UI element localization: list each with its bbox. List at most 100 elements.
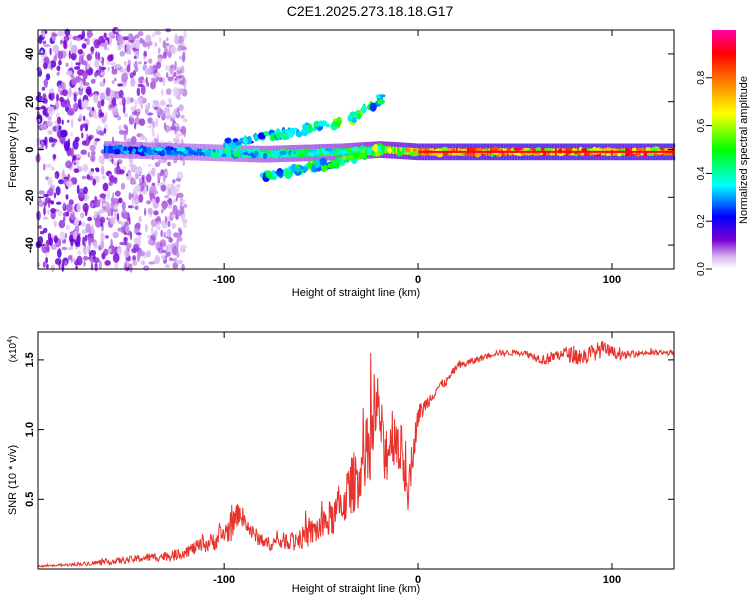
spectrogram-noise-blob	[89, 202, 95, 209]
spectrogram-noise-blob	[112, 177, 118, 184]
spectrogram-noise-blob	[110, 208, 114, 217]
spectrogram-noise-blob	[176, 131, 179, 139]
spectrogram-noise-blob	[106, 47, 110, 52]
spectrogram-band-blob	[506, 148, 511, 152]
spectrogram-band-core	[135, 146, 137, 154]
spectrogram-noise-blob	[110, 61, 117, 67]
spectrogram-noise-blob	[75, 241, 81, 248]
spectrogram-noise-blob	[144, 104, 151, 108]
spectrogram-band-blob	[304, 148, 309, 153]
spectrogram-noise-blob	[95, 51, 98, 60]
spectrogram-noise-blob	[60, 82, 65, 90]
spectrogram-noise-blob	[47, 115, 52, 121]
spectrogram-noise-blob	[76, 184, 80, 195]
spectrogram-noise-blob	[134, 34, 140, 39]
spectrogram-noise-blob	[104, 260, 111, 266]
spectrogram-noise-blob	[72, 230, 78, 240]
spectrogram-noise-blob	[121, 72, 128, 83]
spectrogram-noise-blob	[129, 158, 134, 166]
spectrogram-band-core	[220, 149, 223, 157]
spectrogram-noise-blob	[73, 93, 77, 103]
spectrogram-noise-blob	[176, 239, 179, 248]
spectrogram-noise-blob	[181, 53, 186, 63]
spectrogram-band-blob	[475, 151, 481, 158]
spectrogram-noise-blob	[57, 210, 63, 217]
spectrogram-noise-blob	[53, 220, 57, 228]
spectrogram-noise-blob	[103, 248, 109, 256]
spectrogram-noise-blob	[138, 215, 142, 223]
spectrogram-band-core	[164, 147, 167, 155]
colorbar-tick-label: 0.0	[696, 262, 707, 276]
spectrogram-noise-blob	[136, 113, 139, 118]
spectrogram-band-core	[397, 147, 400, 155]
spectrogram-noise-blob	[72, 140, 79, 150]
spectrogram-noise-blob	[160, 229, 163, 238]
spectrogram-noise-blob	[81, 60, 88, 66]
spectrogram-noise-blob	[138, 76, 144, 84]
spectrogram-noise-blob	[137, 61, 142, 65]
spectrogram-noise-blob	[142, 41, 148, 48]
spectrogram-noise-blob	[107, 54, 113, 62]
spectrogram-noise-blob	[43, 227, 48, 233]
spectrogram-noise-blob	[46, 120, 53, 127]
spectrogram-noise-blob	[114, 262, 119, 270]
spectrogram-noise-blob	[165, 112, 169, 116]
spectrogram-branch-blob	[280, 132, 288, 140]
spectrogram-noise-blob	[176, 66, 181, 71]
spectrogram-band-core	[411, 147, 414, 156]
spectrogram-noise-blob	[81, 222, 86, 227]
spectrogram-noise-blob	[43, 193, 49, 198]
spectrogram-noise-blob	[89, 249, 97, 256]
spectrogram-noise-blob	[97, 100, 102, 109]
spectrogram-noise-blob	[68, 255, 72, 261]
spectrogram-noise-blob	[175, 209, 183, 217]
spectrogram-band-blob	[323, 151, 330, 155]
spectrogram-branch-blob	[294, 167, 302, 172]
spectrogram-noise-blob	[164, 65, 171, 71]
spectrogram-noise-blob	[163, 205, 166, 211]
spectrogram-branch-blob	[308, 123, 312, 132]
spectrogram-noise-blob	[117, 45, 122, 51]
spectrogram-noise-blob	[69, 40, 73, 51]
spectrogram-band-blob	[138, 149, 143, 152]
spectrogram-band-blob	[631, 147, 637, 154]
spectrogram-noise-blob	[109, 89, 117, 100]
spectrogram-branch-blob	[314, 159, 321, 169]
spectrogram-noise-blob	[147, 124, 154, 129]
spectrogram-noise-blob	[110, 238, 113, 249]
spectrogram-noise-blob	[115, 63, 122, 69]
spectrogram-band-blob	[160, 150, 166, 156]
y-tick-label: -40	[24, 237, 36, 253]
spectrogram-noise-blob	[42, 93, 47, 101]
spectrogram-noise-blob	[126, 242, 132, 249]
spectrogram-noise-blob	[137, 30, 144, 37]
spectrogram-noise-blob	[111, 66, 115, 70]
spectrogram-noise-blob	[126, 96, 131, 105]
spectrogram-noise-blob	[135, 222, 141, 230]
spectrogram-band-blob	[475, 147, 483, 152]
spectrogram-noise-blob	[123, 212, 128, 219]
spectrogram-noise-blob	[83, 99, 89, 108]
spectrogram-noise-blob	[124, 113, 128, 118]
spectrogram-branch-blob	[361, 105, 367, 114]
spectrogram-noise-blob	[90, 46, 95, 53]
spectrogram-noise-blob	[126, 173, 129, 177]
spectrogram-noise-blob	[43, 201, 47, 207]
spectrogram-noise-blob	[111, 80, 115, 84]
spectrogram-noise-blob	[72, 154, 77, 161]
spectrogram-noise-blob	[53, 138, 58, 143]
spectrogram-noise-blob	[152, 120, 156, 129]
spectrogram-noise-blob	[165, 72, 169, 79]
spectrogram-band-core	[108, 146, 111, 154]
spectrogram-noise-blob	[81, 30, 86, 39]
spectrogram-noise-blob	[134, 66, 139, 73]
spectrogram-band-blob	[643, 151, 647, 158]
spectrogram-noise-blob	[147, 43, 150, 50]
spectrogram-noise-blob	[108, 181, 113, 186]
spectrogram-noise-blob	[74, 217, 80, 227]
spectrogram-noise-blob	[73, 168, 80, 173]
spectrogram-branch-blob	[301, 127, 309, 137]
spectrogram-noise-blob	[70, 210, 75, 221]
spectrogram-branch-blob	[224, 137, 232, 144]
spectrogram-noise-blob	[53, 153, 56, 161]
